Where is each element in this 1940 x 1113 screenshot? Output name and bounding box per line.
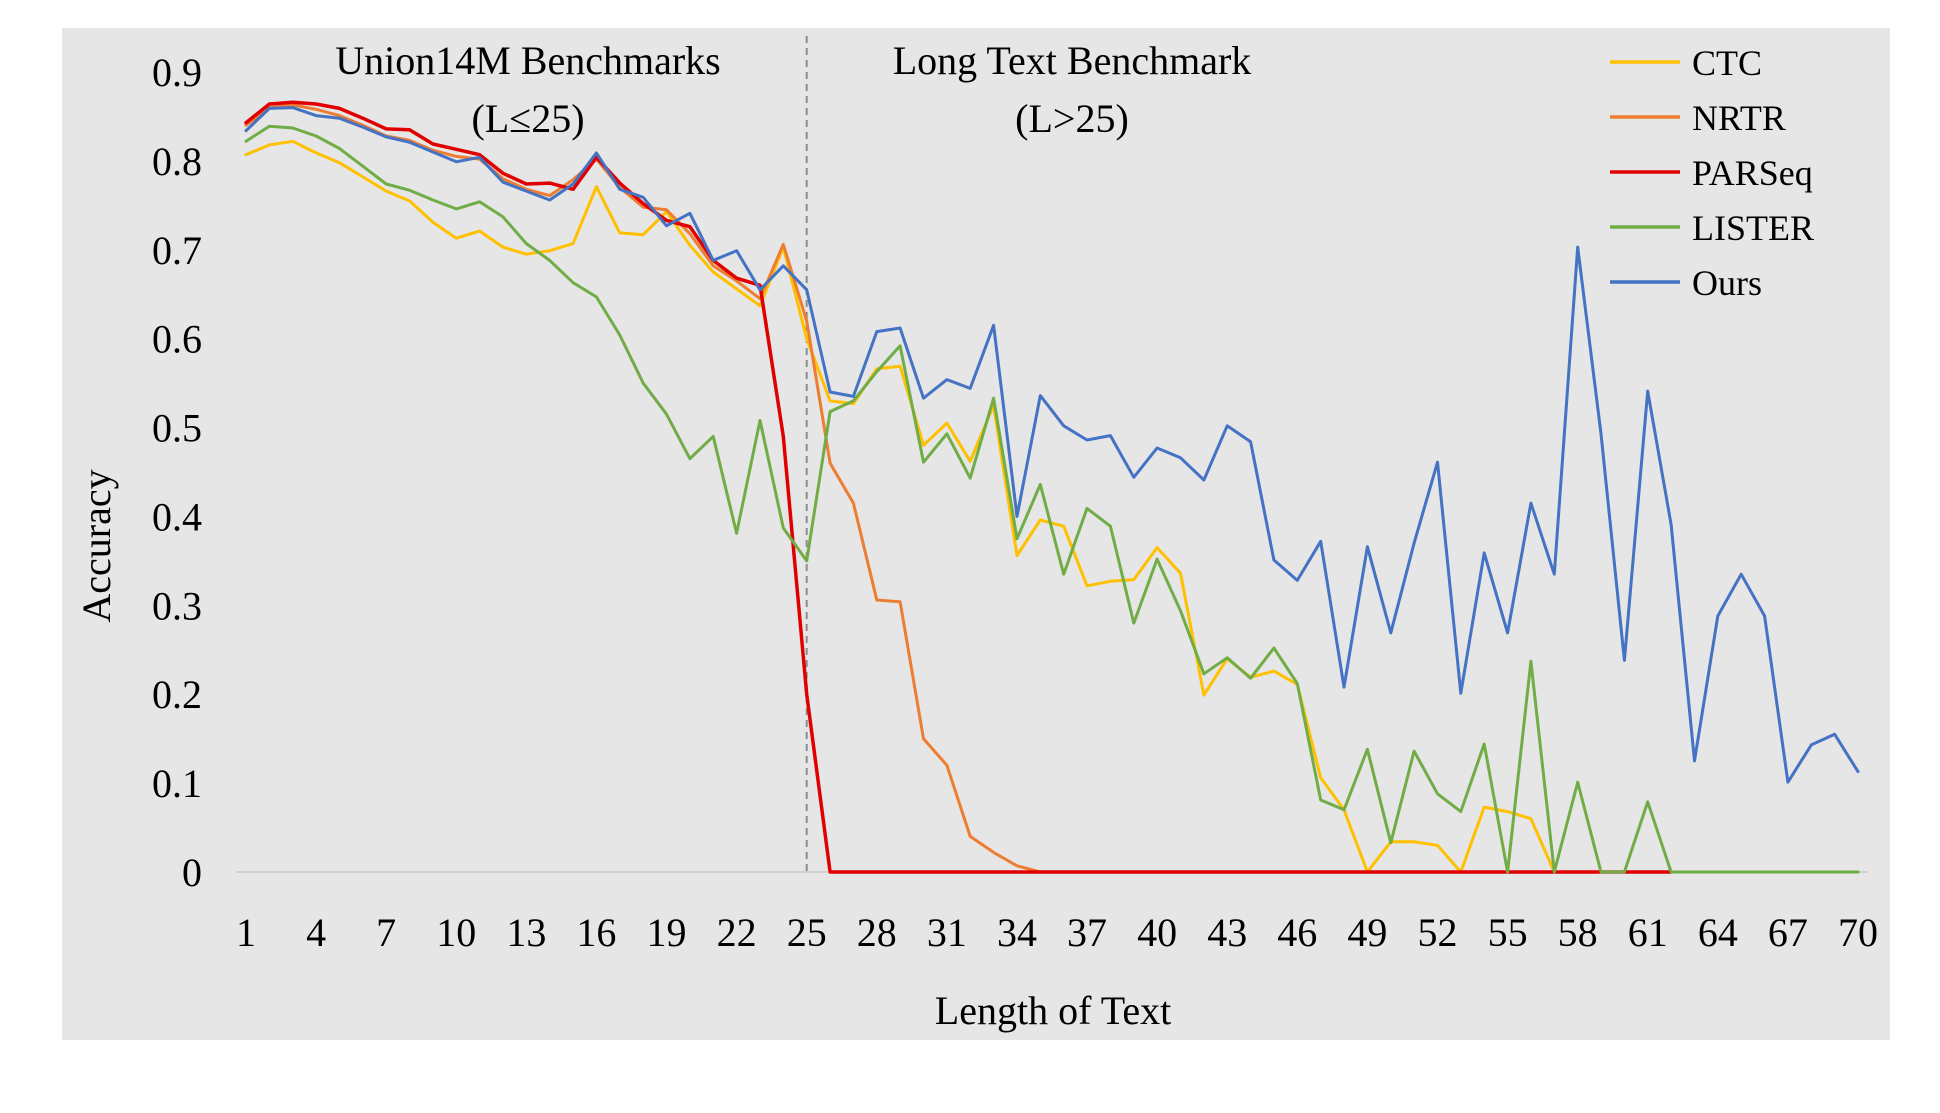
x-tick-label: 28 xyxy=(857,910,897,955)
y-tick-labels: 0 0.1 0.2 0.3 0.4 0.5 0.6 0.7 0.8 0.9 xyxy=(152,50,202,895)
legend-label-lister: LISTER xyxy=(1692,208,1814,248)
x-tick-label: 49 xyxy=(1347,910,1387,955)
legend-label-ctc: CTC xyxy=(1692,43,1762,83)
x-tick-label: 43 xyxy=(1207,910,1247,955)
y-tick-label: 0.7 xyxy=(152,228,202,273)
left-region-title: Union14M Benchmarks xyxy=(335,38,721,83)
x-tick-label: 16 xyxy=(576,910,616,955)
y-tick-label: 0 xyxy=(182,850,202,895)
y-tick-label: 0.6 xyxy=(152,317,202,362)
y-tick-label: 0.4 xyxy=(152,494,202,539)
x-tick-label: 1 xyxy=(236,910,256,955)
right-region-title: Long Text Benchmark xyxy=(893,38,1252,83)
x-tick-label: 4 xyxy=(306,910,326,955)
x-tick-label: 31 xyxy=(927,910,967,955)
y-tick-label: 0.9 xyxy=(152,50,202,95)
x-tick-label: 10 xyxy=(436,910,476,955)
x-tick-label: 55 xyxy=(1488,910,1528,955)
legend: CTC NRTR PARSeq LISTER Ours xyxy=(1610,43,1814,303)
x-tick-labels: 1 4 7 10 13 16 19 22 25 28 31 34 37 40 43 46 49 52 55 58 61 6… xyxy=(236,910,1878,955)
series-line-ctc xyxy=(244,139,1556,874)
x-tick-label: 46 xyxy=(1277,910,1317,955)
x-tick-label: 58 xyxy=(1558,910,1598,955)
y-tick-label: 0.5 xyxy=(152,406,202,451)
y-axis-title: Accuracy xyxy=(74,469,119,622)
x-tick-label: 22 xyxy=(717,910,757,955)
y-tick-label: 0.1 xyxy=(152,761,202,806)
x-tick-label: 61 xyxy=(1628,910,1668,955)
legend-label-nrtr: NRTR xyxy=(1692,98,1786,138)
right-region-subtitle: (L>25) xyxy=(1015,96,1129,141)
x-tick-label: 64 xyxy=(1698,910,1738,955)
x-tick-label: 7 xyxy=(376,910,396,955)
x-tick-label: 40 xyxy=(1137,910,1177,955)
x-tick-label: 67 xyxy=(1768,910,1808,955)
x-tick-label: 52 xyxy=(1417,910,1457,955)
legend-label-ours: Ours xyxy=(1692,263,1762,303)
series-line-ours xyxy=(244,106,1860,784)
chart-background xyxy=(62,28,1890,1040)
y-tick-label: 0.3 xyxy=(152,583,202,628)
x-tick-label: 70 xyxy=(1838,910,1878,955)
y-tick-label: 0.2 xyxy=(152,672,202,717)
x-tick-label: 13 xyxy=(506,910,546,955)
x-tick-label: 19 xyxy=(647,910,687,955)
series-line-lister xyxy=(244,124,1860,874)
y-tick-label: 0.8 xyxy=(152,139,202,184)
legend-label-parseq: PARSeq xyxy=(1692,153,1813,193)
x-axis-title: Length of Text xyxy=(935,988,1171,1033)
series-line-parseq xyxy=(244,100,1673,874)
x-tick-label: 37 xyxy=(1067,910,1107,955)
series-lines xyxy=(244,100,1860,874)
x-tick-label: 34 xyxy=(997,910,1037,955)
left-region-subtitle: (L≤25) xyxy=(471,96,584,141)
x-tick-label: 25 xyxy=(787,910,827,955)
